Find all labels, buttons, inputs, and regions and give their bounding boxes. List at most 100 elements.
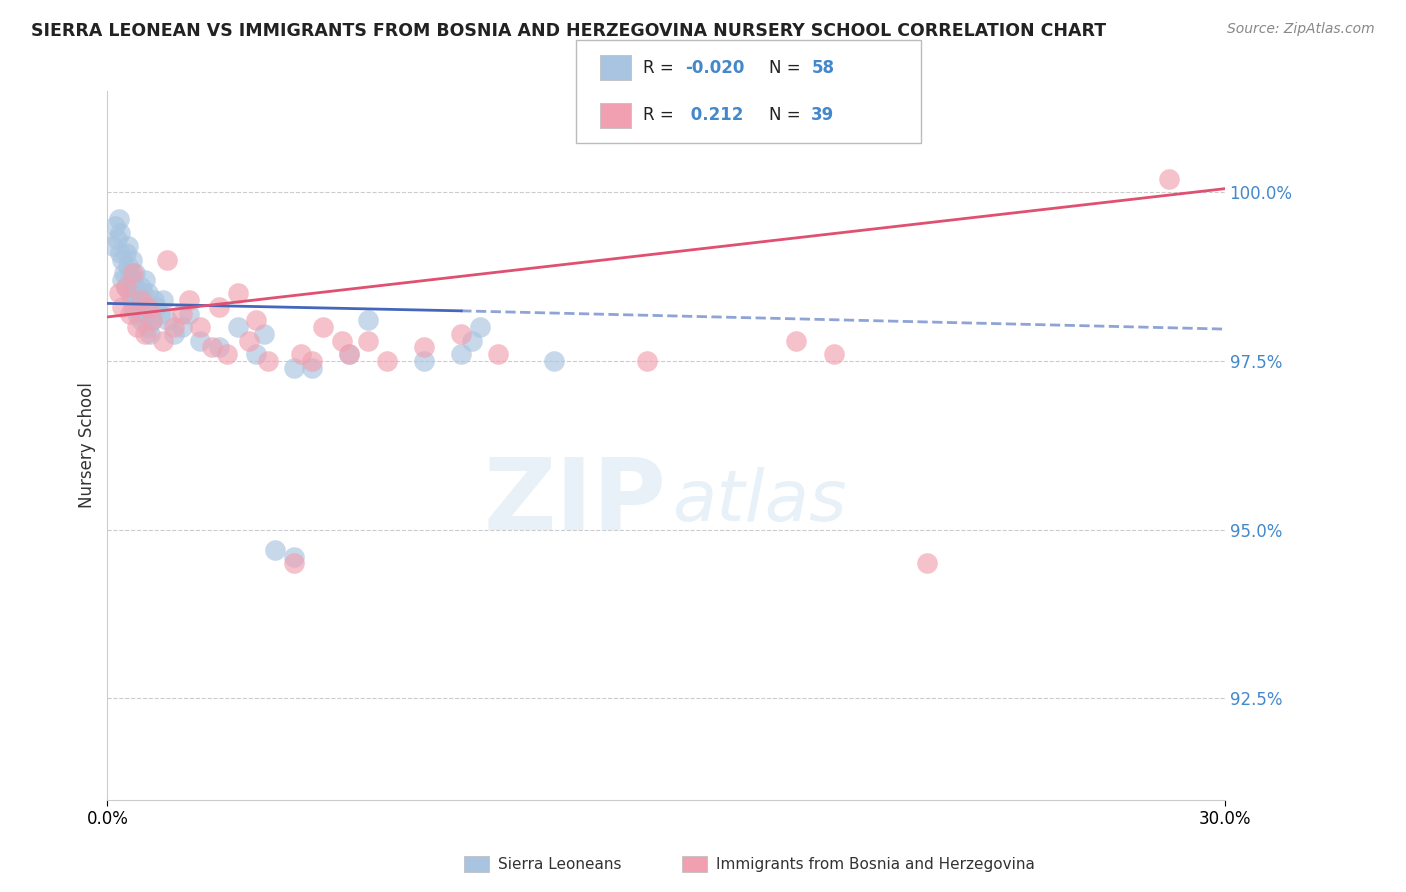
Point bbox=[139, 326, 162, 341]
Text: R =: R = bbox=[643, 59, 679, 77]
Point bbox=[141, 313, 163, 327]
Point bbox=[124, 266, 146, 280]
Point bbox=[105, 232, 128, 246]
Point bbox=[290, 347, 312, 361]
Point bbox=[215, 347, 238, 361]
Point bbox=[111, 252, 134, 267]
Point bbox=[163, 320, 186, 334]
Point bbox=[450, 326, 472, 341]
Point bbox=[357, 313, 380, 327]
Point bbox=[256, 353, 278, 368]
Point bbox=[301, 353, 323, 368]
Text: SIERRA LEONEAN VS IMMIGRANTS FROM BOSNIA AND HERZEGOVINA NURSERY SCHOOL CORRELAT: SIERRA LEONEAN VS IMMIGRANTS FROM BOSNIA… bbox=[31, 22, 1107, 40]
Point bbox=[110, 226, 132, 240]
Point bbox=[208, 300, 231, 314]
Point bbox=[112, 266, 135, 280]
Text: Sierra Leoneans: Sierra Leoneans bbox=[498, 857, 621, 871]
Point bbox=[190, 320, 212, 334]
Point bbox=[121, 293, 143, 307]
Point bbox=[915, 556, 938, 570]
Point bbox=[129, 293, 152, 307]
Point bbox=[115, 245, 138, 260]
Point bbox=[124, 279, 146, 293]
Point bbox=[226, 286, 249, 301]
Point bbox=[170, 307, 193, 321]
Point bbox=[101, 239, 124, 253]
Point bbox=[122, 273, 145, 287]
Point bbox=[283, 549, 305, 564]
Point bbox=[238, 334, 260, 348]
Point bbox=[636, 353, 658, 368]
Point bbox=[226, 320, 249, 334]
Point bbox=[138, 320, 160, 334]
Point bbox=[156, 313, 179, 327]
Point bbox=[264, 542, 287, 557]
Point bbox=[129, 313, 152, 327]
Point bbox=[413, 353, 436, 368]
Text: Source: ZipAtlas.com: Source: ZipAtlas.com bbox=[1227, 22, 1375, 37]
Point bbox=[785, 334, 807, 348]
Point bbox=[1157, 171, 1180, 186]
Point bbox=[115, 279, 138, 293]
Point bbox=[127, 320, 149, 334]
Point bbox=[118, 266, 141, 280]
Point bbox=[201, 340, 224, 354]
Point bbox=[823, 347, 845, 361]
Point bbox=[152, 293, 174, 307]
Point bbox=[127, 286, 149, 301]
Point bbox=[156, 252, 179, 267]
Point bbox=[488, 347, 510, 361]
Point bbox=[357, 334, 380, 348]
Point bbox=[129, 279, 152, 293]
Point bbox=[468, 320, 491, 334]
Point bbox=[283, 556, 305, 570]
Point bbox=[142, 293, 165, 307]
Point bbox=[104, 219, 127, 233]
Point bbox=[179, 307, 201, 321]
Point bbox=[111, 300, 134, 314]
Point bbox=[283, 360, 305, 375]
Point bbox=[118, 307, 141, 321]
Point bbox=[413, 340, 436, 354]
Text: atlas: atlas bbox=[672, 467, 846, 536]
Point bbox=[170, 320, 193, 334]
Point bbox=[121, 252, 143, 267]
Point bbox=[134, 300, 156, 314]
Point bbox=[190, 334, 212, 348]
Point bbox=[122, 266, 145, 280]
Point bbox=[148, 307, 170, 321]
Point bbox=[152, 334, 174, 348]
Y-axis label: Nursery School: Nursery School bbox=[79, 383, 96, 508]
Text: 0.212: 0.212 bbox=[685, 106, 744, 124]
Point bbox=[111, 273, 134, 287]
Point bbox=[145, 300, 167, 314]
Point bbox=[339, 347, 361, 361]
Point bbox=[253, 326, 276, 341]
Point bbox=[117, 260, 139, 274]
Point bbox=[301, 360, 323, 375]
Point bbox=[118, 286, 141, 301]
Point bbox=[135, 307, 157, 321]
Point bbox=[132, 286, 155, 301]
Point bbox=[134, 326, 156, 341]
Text: N =: N = bbox=[769, 59, 806, 77]
Point bbox=[127, 307, 149, 321]
Text: 58: 58 bbox=[811, 59, 834, 77]
Text: ZIP: ZIP bbox=[484, 453, 666, 550]
Point bbox=[141, 313, 163, 327]
Point bbox=[138, 286, 160, 301]
Text: R =: R = bbox=[643, 106, 679, 124]
Point bbox=[122, 300, 145, 314]
Point bbox=[179, 293, 201, 307]
Point bbox=[117, 239, 139, 253]
Point bbox=[375, 353, 398, 368]
Point bbox=[245, 313, 267, 327]
Point bbox=[245, 347, 267, 361]
Point bbox=[461, 334, 484, 348]
Text: N =: N = bbox=[769, 106, 806, 124]
Text: -0.020: -0.020 bbox=[685, 59, 744, 77]
Point bbox=[450, 347, 472, 361]
Point bbox=[115, 279, 138, 293]
Point bbox=[134, 273, 156, 287]
Text: Immigrants from Bosnia and Herzegovina: Immigrants from Bosnia and Herzegovina bbox=[716, 857, 1035, 871]
